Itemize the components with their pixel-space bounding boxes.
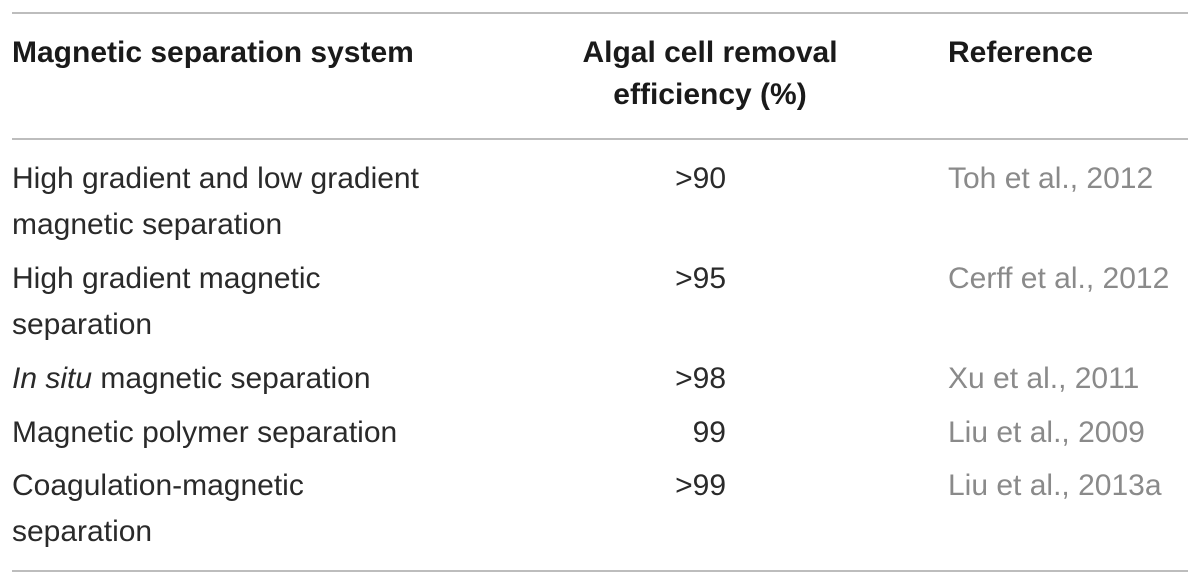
row-1-system-line2: magnetic separation	[12, 208, 283, 241]
row-5-efficiency: >99	[675, 469, 726, 502]
row-4-reference: Liu et al., 2009	[948, 416, 1145, 449]
row-2-efficiency: >95	[675, 262, 726, 295]
row-3-reference: Xu et al., 2011	[948, 362, 1140, 395]
row-2-system-line1: High gradient magnetic	[12, 262, 321, 295]
row-3-system: In situ magnetic separation	[12, 356, 512, 402]
row-1-efficiency: >90	[675, 162, 726, 195]
header-efficiency-line1: Algal cell removal	[582, 36, 838, 69]
header-reference: Reference	[948, 36, 1094, 69]
header-rule	[12, 138, 1188, 140]
row-2-system-line2: separation	[12, 308, 153, 341]
row-3-system-italic: In situ	[12, 362, 93, 395]
row-4-system: Magnetic polymer separation	[12, 416, 398, 449]
row-5-reference: Liu et al., 2013a	[948, 469, 1162, 502]
table-bottom-rule	[12, 570, 1188, 572]
row-5-system: Coagulation-magnetic separation	[12, 463, 512, 555]
row-2-reference: Cerff et al., 2012	[948, 262, 1170, 295]
header-efficiency-line2: efficiency (%)	[613, 78, 807, 111]
header-efficiency: Algal cell removal efficiency (%)	[565, 32, 855, 116]
row-1-reference: Toh et al., 2012	[948, 162, 1154, 195]
row-5-system-line2: separation	[12, 515, 153, 548]
row-5-system-line1: Coagulation-magnetic	[12, 469, 304, 502]
row-1-system: High gradient and low gradient magnetic …	[12, 156, 512, 248]
row-1-system-line1: High gradient and low gradient	[12, 162, 419, 195]
row-2-system: High gradient magnetic separation	[12, 256, 512, 348]
row-4-efficiency: 99	[692, 416, 726, 449]
row-3-efficiency: >98	[675, 362, 726, 395]
table-top-rule	[12, 12, 1188, 14]
header-system: Magnetic separation system	[12, 36, 414, 69]
row-3-system-rest: magnetic separation	[92, 362, 371, 395]
